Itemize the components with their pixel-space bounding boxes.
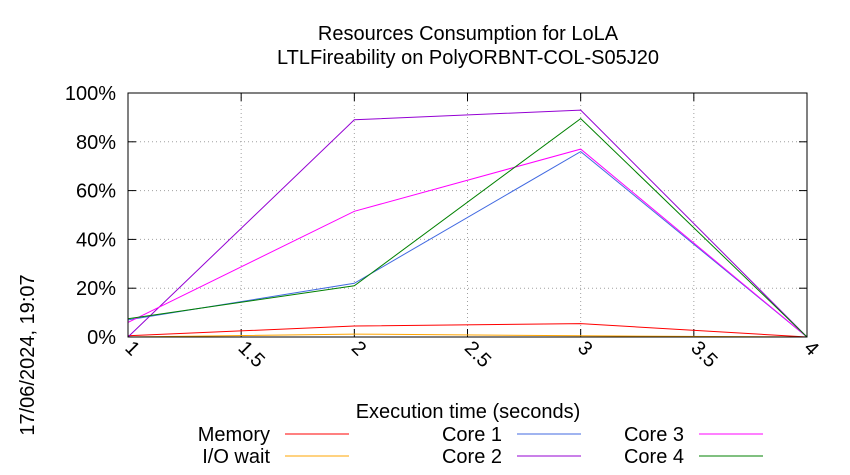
- x-axis-label: Execution time (seconds): [356, 401, 581, 423]
- legend-label: Core 2: [442, 446, 502, 468]
- legend-label: Core 1: [442, 424, 502, 446]
- series-core-4: [127, 117, 808, 338]
- x-tick-label: 1.5: [234, 337, 269, 372]
- legend-label: Memory: [198, 424, 270, 446]
- series-core-1: [127, 150, 808, 338]
- x-tick-label: 1: [120, 337, 143, 360]
- chart-title: Resources Consumption for LoLA: [318, 23, 619, 45]
- chart-subtitle: LTLFireability on PolyORBNT-COL-S05J20: [277, 47, 659, 69]
- x-tick-label: 2: [347, 337, 370, 360]
- y-tick-label: 40%: [76, 229, 116, 251]
- series-lines: [127, 109, 808, 338]
- y-tick-label: 100%: [65, 83, 116, 105]
- series-memory: [127, 323, 808, 338]
- legend-label: Core 3: [624, 424, 684, 446]
- series-core-3: [127, 148, 808, 338]
- plot-frame: [127, 92, 808, 338]
- x-tick-label: 3.5: [686, 337, 721, 372]
- x-tick-label: 4: [799, 337, 822, 360]
- x-tick-label: 2.5: [460, 337, 495, 372]
- grid-lines: [128, 93, 807, 337]
- y-tick-label: 60%: [76, 181, 116, 203]
- timestamp: 17/06/2024, 19:07: [17, 274, 39, 435]
- series-i-o-wait: [127, 333, 808, 338]
- legend-label: I/O wait: [202, 446, 270, 468]
- x-tick-labels: 1 1.5 2 2.5 3 3.5 4: [120, 337, 822, 372]
- x-tick-label: 3: [573, 337, 596, 360]
- y-tick-label: 80%: [76, 132, 116, 154]
- series-core-2: [127, 109, 808, 338]
- y-tick-label: 0%: [87, 327, 116, 349]
- y-tick-labels: 0% 20% 40% 60% 80% 100%: [65, 83, 116, 349]
- legend-label: Core 4: [624, 446, 684, 468]
- y-tick-label: 20%: [76, 278, 116, 300]
